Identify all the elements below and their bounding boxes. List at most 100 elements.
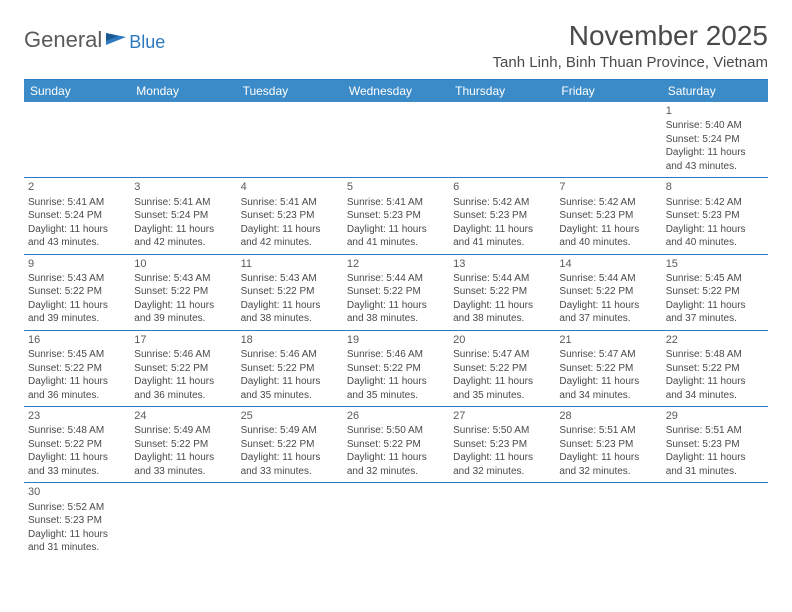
day-number: 15: [666, 257, 764, 271]
calendar-cell: 30Sunrise: 5:52 AMSunset: 5:23 PMDayligh…: [24, 483, 130, 559]
day-info: Sunrise: 5:41 AMSunset: 5:23 PMDaylight:…: [241, 196, 339, 250]
day-number: 17: [134, 333, 232, 347]
day-number: 6: [453, 180, 551, 194]
day-info: Sunrise: 5:44 AMSunset: 5:22 PMDaylight:…: [453, 272, 551, 326]
weekday-row: SundayMondayTuesdayWednesdayThursdayFrid…: [24, 80, 768, 102]
day-info: Sunrise: 5:46 AMSunset: 5:22 PMDaylight:…: [134, 348, 232, 402]
calendar-cell: 27Sunrise: 5:50 AMSunset: 5:23 PMDayligh…: [449, 407, 555, 483]
day-number: 18: [241, 333, 339, 347]
calendar-head: SundayMondayTuesdayWednesdayThursdayFrid…: [24, 80, 768, 102]
location: Tanh Linh, Binh Thuan Province, Vietnam: [493, 54, 768, 71]
calendar-cell: [449, 102, 555, 178]
calendar-row: 23Sunrise: 5:48 AMSunset: 5:22 PMDayligh…: [24, 407, 768, 483]
calendar-cell: 1Sunrise: 5:40 AMSunset: 5:24 PMDaylight…: [662, 102, 768, 178]
calendar-cell: 16Sunrise: 5:45 AMSunset: 5:22 PMDayligh…: [24, 330, 130, 406]
calendar-row: 2 Sunrise: 5:41 AMSunset: 5:24 PMDaylight…: [24, 178, 768, 254]
day-number: 29: [666, 409, 764, 423]
weekday-header: Sunday: [24, 80, 130, 102]
calendar-cell: 24Sunrise: 5:49 AMSunset: 5:22 PMDayligh…: [130, 407, 236, 483]
calendar-cell: 20Sunrise: 5:47 AMSunset: 5:22 PMDayligh…: [449, 330, 555, 406]
calendar-cell: 19Sunrise: 5:46 AMSunset: 5:22 PMDayligh…: [343, 330, 449, 406]
weekday-header: Thursday: [449, 80, 555, 102]
day-info: Sunrise: 5:49 AMSunset: 5:22 PMDaylight:…: [241, 424, 339, 478]
calendar-cell: 29Sunrise: 5:51 AMSunset: 5:23 PMDayligh…: [662, 407, 768, 483]
logo-text-general: General: [24, 27, 102, 53]
logo: General Blue: [24, 26, 165, 53]
day-info: Sunrise: 5:49 AMSunset: 5:22 PMDaylight:…: [134, 424, 232, 478]
day-info: Sunrise: 5:42 AMSunset: 5:23 PMDaylight:…: [666, 196, 764, 250]
day-number: 22: [666, 333, 764, 347]
calendar-cell: 9Sunrise: 5:43 AMSunset: 5:22 PMDaylight…: [24, 254, 130, 330]
day-info: Sunrise: 5:46 AMSunset: 5:22 PMDaylight:…: [347, 348, 445, 402]
day-number: 16: [28, 333, 126, 347]
day-number: 19: [347, 333, 445, 347]
day-info: Sunrise: 5:41 AMSunset: 5:24 PMDaylight:…: [134, 196, 232, 250]
day-info: Sunrise: 5:44 AMSunset: 5:22 PMDaylight:…: [347, 272, 445, 326]
day-info: Sunrise: 5:42 AMSunset: 5:23 PMDaylight:…: [453, 196, 551, 250]
calendar-cell: 7Sunrise: 5:42 AMSunset: 5:23 PMDaylight…: [555, 178, 661, 254]
calendar-row: 16Sunrise: 5:45 AMSunset: 5:22 PMDayligh…: [24, 330, 768, 406]
calendar-cell: 10Sunrise: 5:43 AMSunset: 5:22 PMDayligh…: [130, 254, 236, 330]
calendar-table: SundayMondayTuesdayWednesdayThursdayFrid…: [24, 80, 768, 559]
calendar-cell: 4 Sunrise: 5:41 AMSunset: 5:23 PMDaylight…: [237, 178, 343, 254]
day-info: Sunrise: 5:48 AMSunset: 5:22 PMDaylight:…: [666, 348, 764, 402]
calendar-cell: 3 Sunrise: 5:41 AMSunset: 5:24 PMDaylight…: [130, 178, 236, 254]
calendar-cell: 15Sunrise: 5:45 AMSunset: 5:22 PMDayligh…: [662, 254, 768, 330]
day-info: Sunrise: 5:43 AMSunset: 5:22 PMDaylight:…: [28, 272, 126, 326]
calendar-cell: 25Sunrise: 5:49 AMSunset: 5:22 PMDayligh…: [237, 407, 343, 483]
day-number: 25: [241, 409, 339, 423]
calendar-body: 1Sunrise: 5:40 AMSunset: 5:24 PMDaylight…: [24, 102, 768, 559]
day-info: Sunrise: 5:51 AMSunset: 5:23 PMDaylight:…: [559, 424, 657, 478]
month-title: November 2025: [493, 20, 768, 52]
calendar-cell: 8Sunrise: 5:42 AMSunset: 5:23 PMDaylight…: [662, 178, 768, 254]
calendar-cell: 21Sunrise: 5:47 AMSunset: 5:22 PMDayligh…: [555, 330, 661, 406]
day-number: 7: [559, 180, 657, 194]
day-info: Sunrise: 5:43 AMSunset: 5:22 PMDaylight:…: [241, 272, 339, 326]
day-number: 14: [559, 257, 657, 271]
day-info: Sunrise: 5:50 AMSunset: 5:22 PMDaylight:…: [347, 424, 445, 478]
day-number: 12: [347, 257, 445, 271]
day-number: 3: [134, 180, 232, 194]
day-number: 2: [28, 180, 126, 194]
day-number: 27: [453, 409, 551, 423]
calendar-cell: [662, 483, 768, 559]
day-number: 23: [28, 409, 126, 423]
calendar-cell: [130, 483, 236, 559]
day-number: 11: [241, 257, 339, 271]
title-block: November 2025 Tanh Linh, Binh Thuan Prov…: [493, 20, 768, 71]
calendar-cell: 26Sunrise: 5:50 AMSunset: 5:22 PMDayligh…: [343, 407, 449, 483]
calendar-row: 9Sunrise: 5:43 AMSunset: 5:22 PMDaylight…: [24, 254, 768, 330]
calendar-cell: 11Sunrise: 5:43 AMSunset: 5:22 PMDayligh…: [237, 254, 343, 330]
calendar-cell: [555, 483, 661, 559]
calendar-row: 30Sunrise: 5:52 AMSunset: 5:23 PMDayligh…: [24, 483, 768, 559]
day-info: Sunrise: 5:45 AMSunset: 5:22 PMDaylight:…: [28, 348, 126, 402]
weekday-header: Wednesday: [343, 80, 449, 102]
logo-text-blue: Blue: [129, 32, 165, 53]
calendar-row: 1Sunrise: 5:40 AMSunset: 5:24 PMDaylight…: [24, 102, 768, 178]
calendar-cell: [24, 102, 130, 178]
calendar-cell: 28Sunrise: 5:51 AMSunset: 5:23 PMDayligh…: [555, 407, 661, 483]
day-number: 1: [666, 104, 764, 118]
day-info: Sunrise: 5:46 AMSunset: 5:22 PMDaylight:…: [241, 348, 339, 402]
day-number: 5: [347, 180, 445, 194]
day-info: Sunrise: 5:51 AMSunset: 5:23 PMDaylight:…: [666, 424, 764, 478]
day-number: 28: [559, 409, 657, 423]
day-info: Sunrise: 5:41 AMSunset: 5:24 PMDaylight:…: [28, 196, 126, 250]
day-info: Sunrise: 5:47 AMSunset: 5:22 PMDaylight:…: [559, 348, 657, 402]
day-info: Sunrise: 5:40 AMSunset: 5:24 PMDaylight:…: [666, 119, 764, 173]
calendar-cell: 14Sunrise: 5:44 AMSunset: 5:22 PMDayligh…: [555, 254, 661, 330]
calendar-cell: [449, 483, 555, 559]
calendar-cell: 13Sunrise: 5:44 AMSunset: 5:22 PMDayligh…: [449, 254, 555, 330]
day-number: 26: [347, 409, 445, 423]
calendar-cell: 12Sunrise: 5:44 AMSunset: 5:22 PMDayligh…: [343, 254, 449, 330]
calendar-cell: 5Sunrise: 5:41 AMSunset: 5:23 PMDaylight…: [343, 178, 449, 254]
day-info: Sunrise: 5:48 AMSunset: 5:22 PMDaylight:…: [28, 424, 126, 478]
day-number: 4: [241, 180, 339, 194]
weekday-header: Monday: [130, 80, 236, 102]
calendar-cell: [343, 483, 449, 559]
calendar-cell: [555, 102, 661, 178]
day-info: Sunrise: 5:47 AMSunset: 5:22 PMDaylight:…: [453, 348, 551, 402]
logo-flag-icon: [104, 31, 128, 49]
day-info: Sunrise: 5:52 AMSunset: 5:23 PMDaylight:…: [28, 501, 126, 555]
calendar-cell: 17Sunrise: 5:46 AMSunset: 5:22 PMDayligh…: [130, 330, 236, 406]
